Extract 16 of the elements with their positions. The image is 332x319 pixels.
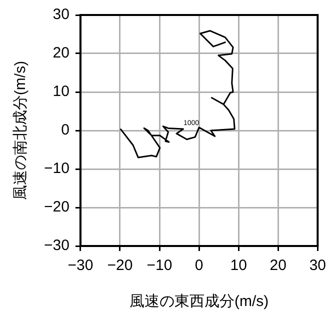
x-tick-label: −20: [107, 257, 133, 274]
y-tick-label: −10: [44, 160, 70, 178]
x-tick-label: 20: [270, 257, 286, 274]
y-tick-label: 20: [52, 44, 70, 62]
x-tick-label: 0: [194, 257, 204, 274]
x-axis-title: 風速の東西成分(m/s): [129, 293, 269, 310]
y-tick-label: 30: [52, 6, 70, 24]
y-tick-label: −20: [44, 198, 70, 216]
x-tick-label: −30: [68, 257, 94, 274]
y-tick-label: 10: [52, 83, 70, 100]
x-tick-label: −10: [146, 257, 172, 274]
x-tick-label: 10: [230, 257, 247, 274]
x-tick-label: 30: [309, 257, 326, 274]
y-tick-label: −30: [44, 237, 70, 254]
y-tick-label: 0: [61, 122, 70, 139]
y-axis-title: 風速の南北成分(m/s): [12, 60, 30, 200]
